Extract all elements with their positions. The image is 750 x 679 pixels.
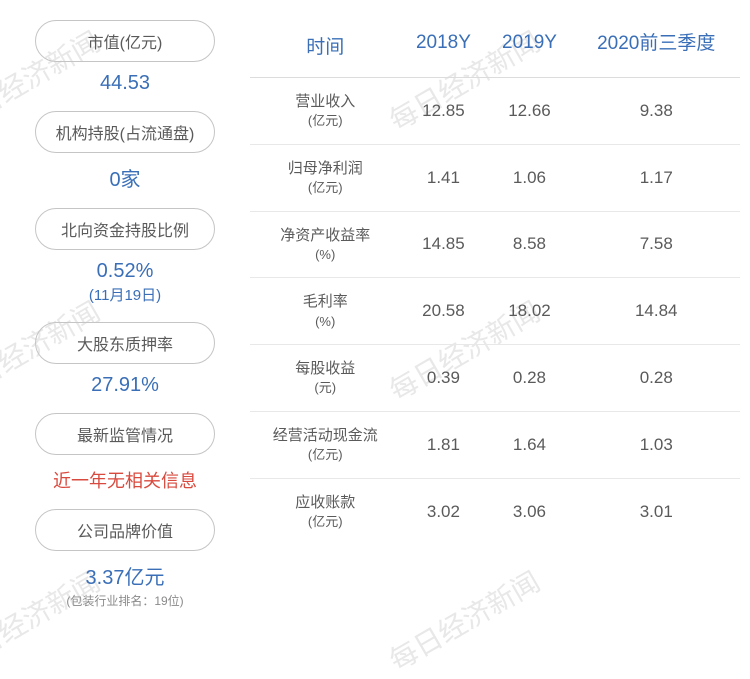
- metric-cell: 毛利率(%): [250, 278, 400, 345]
- col-time: 时间: [250, 20, 400, 78]
- value-cell: 18.02: [486, 278, 572, 345]
- value-cell: 9.38: [573, 78, 741, 145]
- pledge-label: 大股东质押率: [35, 322, 215, 364]
- metric-cell: 每股收益(元): [250, 345, 400, 412]
- inst-holding-value: 0家: [109, 163, 140, 192]
- value-cell: 14.84: [573, 278, 741, 345]
- value-cell: 7.58: [573, 211, 741, 278]
- inst-holding-label: 机构持股(占流通盘): [35, 111, 215, 153]
- value-cell: 0.28: [486, 345, 572, 412]
- value-cell: 1.03: [573, 411, 741, 478]
- table-row: 归母净利润(亿元)1.411.061.17: [250, 144, 740, 211]
- pledge-value: 27.91%: [91, 374, 159, 397]
- value-cell: 3.06: [486, 478, 572, 544]
- market-cap-label: 市值(亿元): [35, 20, 215, 62]
- table-row: 营业收入(亿元)12.8512.669.38: [250, 78, 740, 145]
- value-cell: 0.28: [573, 345, 741, 412]
- value-cell: 1.17: [573, 144, 741, 211]
- value-cell: 14.85: [400, 211, 486, 278]
- financial-table-wrap: 时间 2018Y 2019Y 2020前三季度 营业收入(亿元)12.8512.…: [240, 20, 740, 609]
- value-cell: 12.85: [400, 78, 486, 145]
- table-row: 毛利率(%)20.5818.0214.84: [250, 278, 740, 345]
- value-cell: 3.02: [400, 478, 486, 544]
- left-metrics-column: 市值(亿元) 44.53 机构持股(占流通盘) 0家 北向资金持股比例 0.52…: [10, 20, 240, 609]
- table-row: 应收账款(亿元)3.023.063.01: [250, 478, 740, 544]
- value-cell: 8.58: [486, 211, 572, 278]
- brand-value-label: 公司品牌价值: [35, 509, 215, 551]
- table-row: 净资产收益率(%)14.858.587.58: [250, 211, 740, 278]
- financial-table: 时间 2018Y 2019Y 2020前三季度 营业收入(亿元)12.8512.…: [250, 20, 740, 545]
- metric-cell: 经营活动现金流(亿元): [250, 411, 400, 478]
- market-cap-value: 44.53: [100, 72, 150, 95]
- metric-cell: 净资产收益率(%): [250, 211, 400, 278]
- table-row: 每股收益(元)0.390.280.28: [250, 345, 740, 412]
- metric-cell: 归母净利润(亿元): [250, 144, 400, 211]
- value-cell: 1.81: [400, 411, 486, 478]
- metric-cell: 营业收入(亿元): [250, 78, 400, 145]
- value-cell: 12.66: [486, 78, 572, 145]
- value-cell: 1.64: [486, 411, 572, 478]
- brand-value-note: (包装行业排名：19位): [66, 592, 183, 609]
- value-cell: 0.39: [400, 345, 486, 412]
- metric-cell: 应收账款(亿元): [250, 478, 400, 544]
- table-row: 经营活动现金流(亿元)1.811.641.03: [250, 411, 740, 478]
- regulation-value: 近一年无相关信息: [53, 467, 197, 493]
- table-header-row: 时间 2018Y 2019Y 2020前三季度: [250, 20, 740, 78]
- col-2020q3: 2020前三季度: [573, 20, 741, 78]
- value-cell: 1.06: [486, 144, 572, 211]
- value-cell: 3.01: [573, 478, 741, 544]
- col-2018: 2018Y: [400, 20, 486, 78]
- col-2019: 2019Y: [486, 20, 572, 78]
- northbound-label: 北向资金持股比例: [35, 208, 215, 250]
- northbound-value: 0.52% (11月19日): [89, 260, 161, 306]
- value-cell: 1.41: [400, 144, 486, 211]
- brand-value-value: 3.37亿元: [86, 561, 165, 590]
- regulation-label: 最新监管情况: [35, 413, 215, 455]
- value-cell: 20.58: [400, 278, 486, 345]
